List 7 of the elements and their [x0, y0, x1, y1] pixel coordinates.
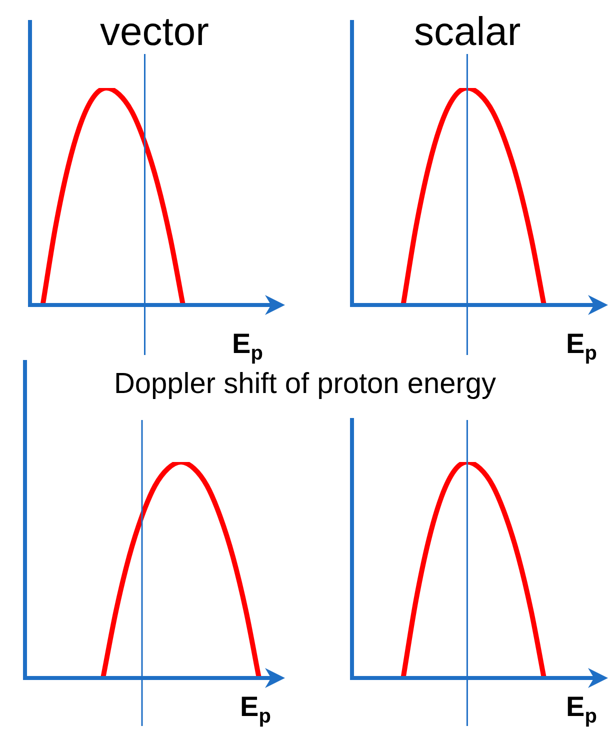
- text: Doppler shift of proton energy: [112, 368, 498, 401]
- x-axis-title: E$_{p}$: [566, 691, 597, 728]
- x-axis-title: E$_{p}$: [240, 691, 271, 728]
- chart-title: vector: [100, 10, 209, 54]
- x-axis-title: E$_{p}$: [232, 328, 263, 365]
- chart-title: scalar: [414, 10, 521, 54]
- x-axis-title: E$_{p}$: [566, 328, 597, 365]
